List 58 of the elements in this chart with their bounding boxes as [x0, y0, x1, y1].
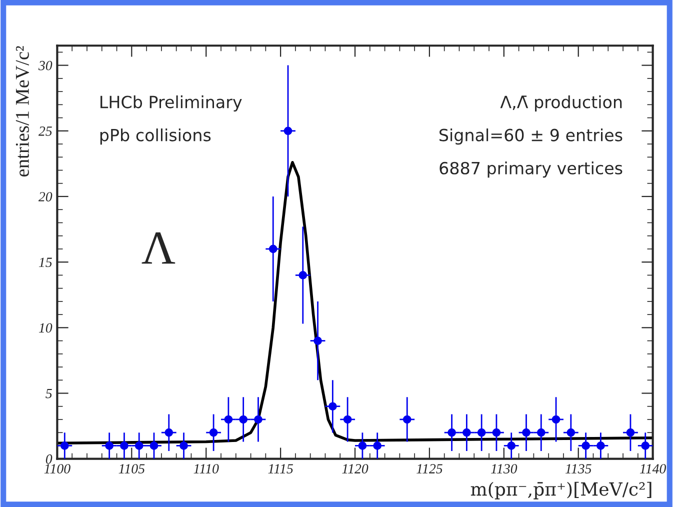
x-tick-label: 1105	[118, 464, 145, 474]
x-tick-label: 1115	[268, 464, 294, 474]
point	[566, 428, 576, 437]
point	[105, 442, 114, 450]
point	[448, 428, 456, 437]
y-tick-label: 25	[38, 126, 52, 136]
point	[536, 428, 546, 437]
point	[522, 428, 530, 437]
x-tick-label: 1130	[491, 464, 518, 474]
annotation: pPb collisions	[100, 128, 211, 145]
point	[552, 415, 560, 424]
x-tick-label: 1120	[342, 464, 368, 474]
y-tick-label: 5	[46, 388, 52, 398]
annotation: LHCb Preliminary	[100, 95, 242, 112]
point	[120, 442, 128, 450]
annotation: Λ,Λ̄ production	[500, 95, 622, 112]
point	[328, 402, 337, 411]
point	[582, 442, 590, 450]
y-axis-title: entries/1 MeV/c²	[16, 46, 30, 177]
annotation: Λ	[142, 232, 176, 264]
x-tick-label: 1135	[565, 464, 592, 474]
x-axis-title: m(pπ⁻,p̄π⁺)[MeV/c²]	[470, 482, 652, 500]
x-tick-label: 1140	[640, 464, 666, 474]
point	[462, 428, 471, 437]
x-tick-label: 1125	[416, 464, 442, 474]
y-tick-label: 0	[46, 454, 52, 464]
y-tick-label: 15	[38, 258, 52, 268]
point	[60, 442, 69, 450]
point	[284, 126, 292, 136]
y-tick-label: 30	[38, 60, 52, 70]
point	[373, 442, 382, 450]
point	[641, 442, 650, 450]
y-tick-label: 20	[38, 192, 52, 202]
point	[268, 244, 278, 254]
point	[209, 428, 218, 437]
x-tick-label: 1100	[44, 464, 70, 474]
point	[224, 415, 233, 424]
point	[134, 442, 144, 450]
point	[314, 336, 322, 345]
point	[358, 442, 367, 450]
y-tick-label: 10	[38, 323, 52, 333]
point	[254, 415, 262, 424]
point	[150, 442, 158, 450]
annotation: 6887 primary vertices	[440, 162, 622, 178]
point	[492, 428, 501, 437]
point	[164, 428, 174, 437]
point	[507, 442, 516, 450]
point	[596, 442, 605, 450]
point	[477, 428, 486, 437]
point	[180, 442, 188, 450]
point	[402, 415, 412, 424]
point	[626, 428, 635, 437]
annotation: Signal=60 ± 9 entries	[440, 128, 622, 145]
point	[298, 271, 308, 280]
line-series	[57, 160, 653, 444]
point	[239, 415, 248, 424]
point	[343, 415, 352, 424]
x-tick-label: 1110	[194, 464, 219, 474]
